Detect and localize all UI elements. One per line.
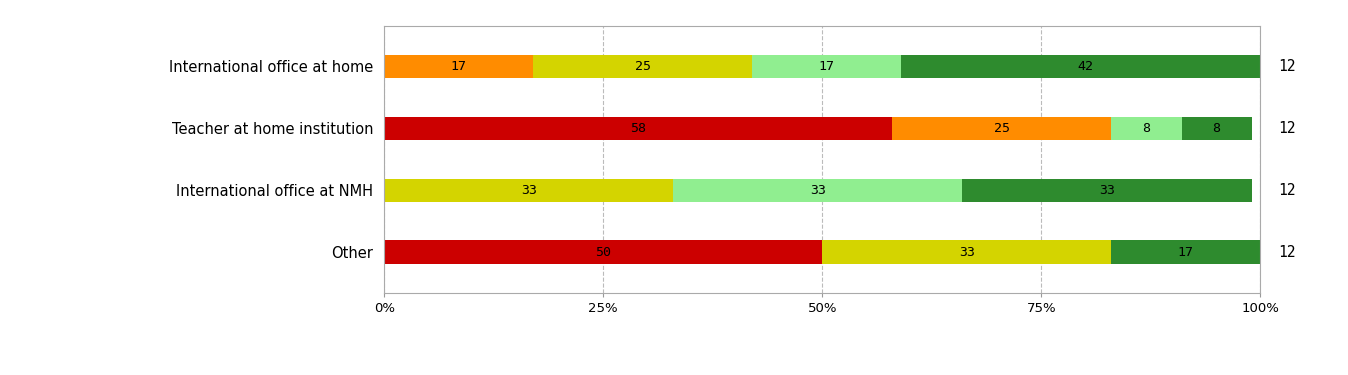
- Text: 17: 17: [450, 60, 466, 73]
- Text: 8: 8: [1143, 122, 1150, 135]
- Bar: [962, 178, 1252, 202]
- Text: 50: 50: [596, 246, 611, 259]
- Text: 12: 12: [1278, 59, 1295, 74]
- Bar: [822, 240, 1112, 264]
- Bar: [752, 55, 902, 78]
- Bar: [384, 55, 534, 78]
- Bar: [384, 178, 674, 202]
- Bar: [384, 117, 892, 140]
- Text: 8: 8: [1213, 122, 1220, 135]
- Text: 33: 33: [1099, 184, 1115, 197]
- Bar: [1112, 240, 1260, 264]
- Text: 25: 25: [635, 60, 651, 73]
- Text: 25: 25: [993, 122, 1010, 135]
- Bar: [674, 178, 962, 202]
- Text: 12: 12: [1278, 245, 1295, 260]
- Text: 17: 17: [1178, 246, 1194, 259]
- Text: 58: 58: [631, 122, 646, 135]
- Text: 33: 33: [520, 184, 537, 197]
- Text: 33: 33: [958, 246, 975, 259]
- Text: 33: 33: [810, 184, 826, 197]
- Bar: [384, 240, 822, 264]
- Text: 42: 42: [1077, 60, 1093, 73]
- Bar: [1112, 117, 1182, 140]
- Bar: [902, 55, 1270, 78]
- Bar: [892, 117, 1112, 140]
- Text: 17: 17: [818, 60, 834, 73]
- Bar: [1182, 117, 1252, 140]
- Text: 12: 12: [1278, 183, 1295, 198]
- Bar: [534, 55, 752, 78]
- Text: 12: 12: [1278, 121, 1295, 136]
